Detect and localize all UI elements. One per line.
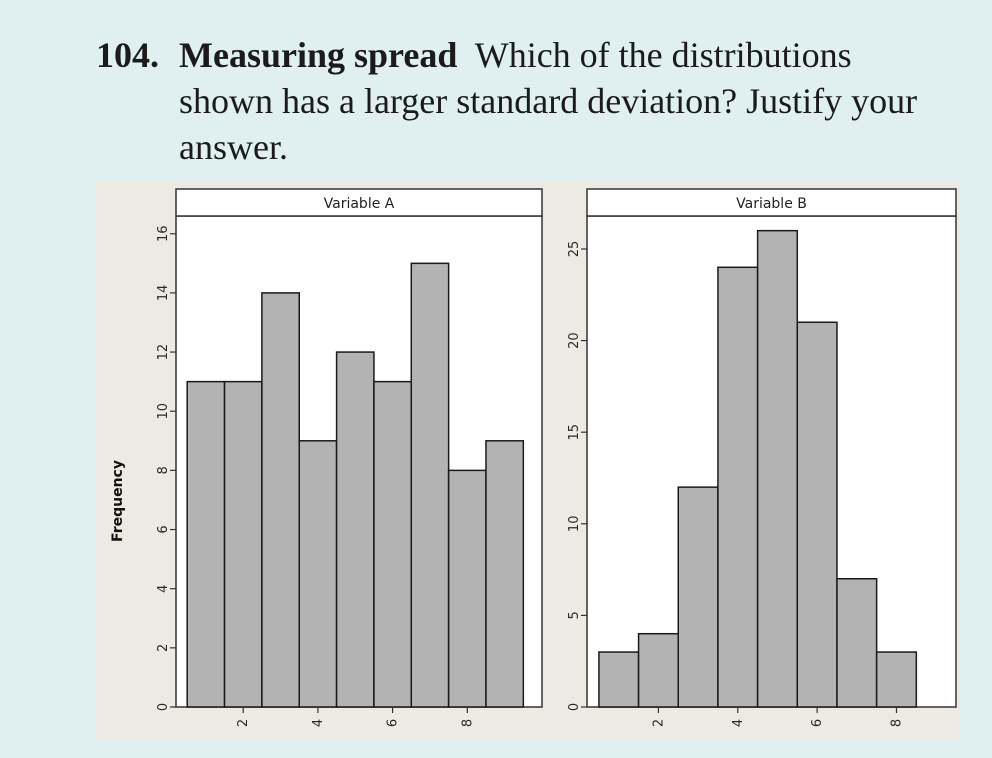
histogram-bar xyxy=(186,380,226,708)
histogram-figure: Variable A 0 2 4 6 8 10 12 14 16 2 4 6 8 Variable B 0 5… xyxy=(96,181,960,740)
y-tick-label: 6 xyxy=(156,525,171,533)
x-tick-label: 6 xyxy=(810,719,825,727)
histogram-bar xyxy=(796,321,838,708)
x-tick-label: 4 xyxy=(311,719,326,727)
y-tick-label: 14 xyxy=(156,285,171,302)
histogram-bar xyxy=(261,292,300,708)
panel-title: Variable A xyxy=(324,196,395,212)
y-tick-label: 2 xyxy=(156,644,171,652)
x-tick-label: 6 xyxy=(386,719,401,727)
x-tick-label: 2 xyxy=(236,719,251,727)
histogram-bar xyxy=(447,469,487,708)
histogram-bar xyxy=(373,380,413,708)
x-tick-label: 8 xyxy=(889,719,904,727)
histogram-bar xyxy=(223,380,263,708)
panel-strip xyxy=(175,188,543,217)
histogram-bar xyxy=(335,351,375,708)
y-tick-label: 10 xyxy=(156,403,171,420)
y-tick-label: 12 xyxy=(156,344,171,361)
y-tick-label: 15 xyxy=(567,424,582,441)
panel-variable-b: Variable B 0 5 10 15 20 25 2 4 6 8 xyxy=(567,188,957,727)
x-tick-label: 4 xyxy=(731,719,746,727)
y-tick-label: 20 xyxy=(567,332,582,349)
histogram-bar xyxy=(637,632,680,708)
histogram-bar xyxy=(756,229,799,708)
histogram-bar xyxy=(677,486,719,708)
y-tick-label: 10 xyxy=(567,516,582,533)
y-tick-label: 0 xyxy=(156,703,171,711)
x-tick-label: 2 xyxy=(651,719,666,727)
histogram-bar xyxy=(598,651,640,708)
y-tick-label: 4 xyxy=(156,585,171,593)
histogram-bar xyxy=(485,440,525,708)
panel-title: Variable B xyxy=(736,196,807,212)
histogram-bar xyxy=(836,578,878,708)
problem-body: Measuring spread Which of the distributi… xyxy=(179,32,949,170)
histogram-chart: Variable A 0 2 4 6 8 10 12 14 16 2 4 6 8 Variable B 0 5… xyxy=(110,188,957,727)
x-tick-label: 8 xyxy=(460,719,475,727)
y-tick-label: 8 xyxy=(156,466,171,474)
histogram-bar xyxy=(298,440,338,708)
y-tick-label: 16 xyxy=(156,225,171,242)
problem-title: Measuring spread xyxy=(179,35,458,75)
y-tick-label: 25 xyxy=(567,241,582,258)
y-tick-label: 0 xyxy=(567,703,582,711)
histogram-bar xyxy=(410,262,450,708)
problem-number: 104. xyxy=(96,35,159,75)
panel-variable-a: Variable A 0 2 4 6 8 10 12 14 16 2 4 6 8 xyxy=(156,188,543,727)
panel-strip xyxy=(586,188,957,217)
histogram-bar xyxy=(875,651,918,708)
y-tick-label: 5 xyxy=(567,611,582,619)
problem-text: Which of the distributions shown has a l… xyxy=(179,35,918,167)
histogram-bar xyxy=(717,266,759,708)
y-axis-title: Frequency xyxy=(110,460,126,542)
